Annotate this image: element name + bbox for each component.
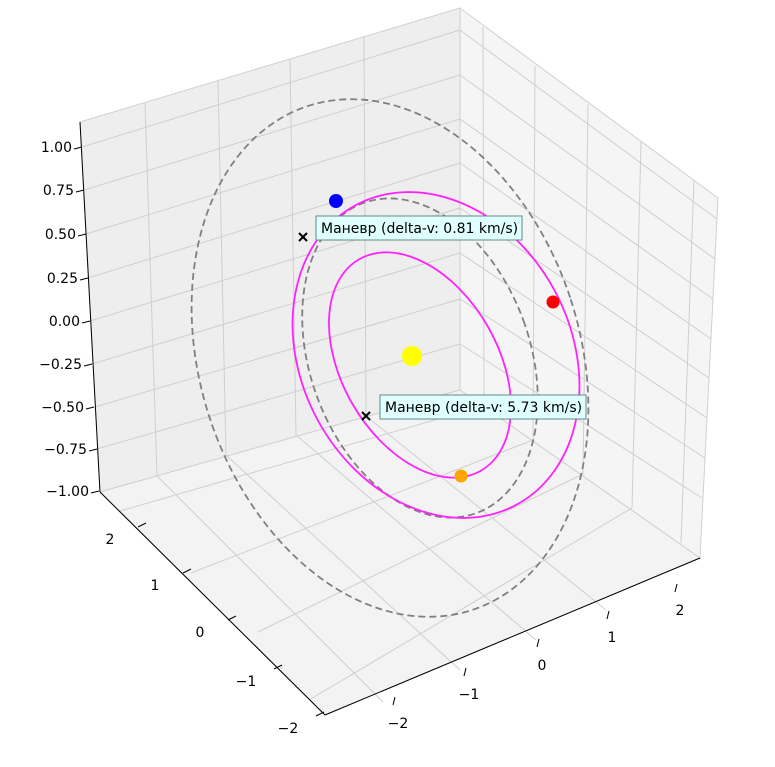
z-tick-mark xyxy=(81,320,91,324)
transfer-arc xyxy=(328,251,512,479)
y-tick-label: −1 xyxy=(236,674,257,690)
x-tick-label: −1 xyxy=(459,687,480,703)
x-tick-mark xyxy=(392,696,396,706)
z-tick-label: 0.75 xyxy=(43,183,74,199)
maneuver-annotation: Маневр (delta-v: 0.81 km/s) xyxy=(298,215,523,242)
z-tick-mark xyxy=(75,189,85,193)
z-tick-label: −0.50 xyxy=(41,400,84,416)
x-tick-mark xyxy=(463,667,467,677)
z-tick-label: 1.00 xyxy=(41,140,72,156)
annotation-text: Маневр (delta-v: 5.73 km/s) xyxy=(385,400,582,416)
y-tick-mark xyxy=(227,615,237,621)
z-tick-label: 0.50 xyxy=(45,227,76,243)
x-tick-mark xyxy=(674,583,678,593)
planet-point-layer xyxy=(329,194,560,483)
y-tick-label: 2 xyxy=(106,532,115,548)
x-tick-label: 2 xyxy=(676,603,685,619)
z-axis-line xyxy=(79,121,101,493)
annotation-text: Маневр (delta-v: 0.81 km/s) xyxy=(321,221,518,237)
transfer-arc xyxy=(291,191,581,519)
z-tick-label: 0.00 xyxy=(49,314,80,330)
z-tick-mark xyxy=(88,448,98,452)
z-tick-mark xyxy=(77,233,87,237)
y-tick-label: 0 xyxy=(196,625,205,641)
sun-point xyxy=(402,346,422,366)
orbit-path xyxy=(301,197,539,519)
y-tick-mark xyxy=(273,664,283,670)
annotation-box xyxy=(379,394,587,420)
maneuver-marker xyxy=(361,411,371,421)
y-tick-mark xyxy=(315,711,325,717)
x-tick-mark xyxy=(536,638,540,648)
x-tick-label: 0 xyxy=(538,658,547,674)
y-tick-label: −2 xyxy=(278,721,299,737)
z-tick-mark xyxy=(79,277,89,281)
x-tick-label: 1 xyxy=(608,630,617,646)
orbit-layer xyxy=(190,98,590,618)
y-tick-label: 1 xyxy=(151,578,160,594)
axis-ticks: 1.00 0.75 0.50 0.25 0.00 −0.25 −0.50 −0.75 −1.00… xyxy=(39,140,684,737)
y-axis-line xyxy=(99,491,326,716)
z-tick-mark xyxy=(73,146,83,150)
z-tick-label: 0.25 xyxy=(47,271,78,287)
y-tick-mark xyxy=(182,568,192,574)
x-tick-mark xyxy=(606,610,610,620)
z-tick-mark xyxy=(90,490,100,494)
z-tick-label: −1.00 xyxy=(46,484,89,500)
annotation-layer: Маневр (delta-v: 0.81 km/s) Маневр (delta… xyxy=(298,215,587,421)
maneuver-marker xyxy=(298,232,308,242)
z-tick-mark xyxy=(83,363,93,367)
z-tick-label: −0.75 xyxy=(44,442,87,458)
y-tick-mark xyxy=(137,522,147,528)
maneuver-annotation: Маневр (delta-v: 5.73 km/s) xyxy=(361,394,587,421)
planet-point xyxy=(454,469,468,483)
z-tick-label: −0.25 xyxy=(39,357,82,373)
z-tick-mark xyxy=(85,406,95,410)
annotation-box xyxy=(315,215,523,241)
x-axis-line xyxy=(324,557,701,716)
planet-point xyxy=(546,295,560,309)
grid-lines xyxy=(81,26,718,703)
x-tick-label: −2 xyxy=(388,716,409,732)
transfer-arc-layer xyxy=(291,191,581,519)
planet-point xyxy=(329,194,343,208)
orbit-path xyxy=(190,98,590,618)
